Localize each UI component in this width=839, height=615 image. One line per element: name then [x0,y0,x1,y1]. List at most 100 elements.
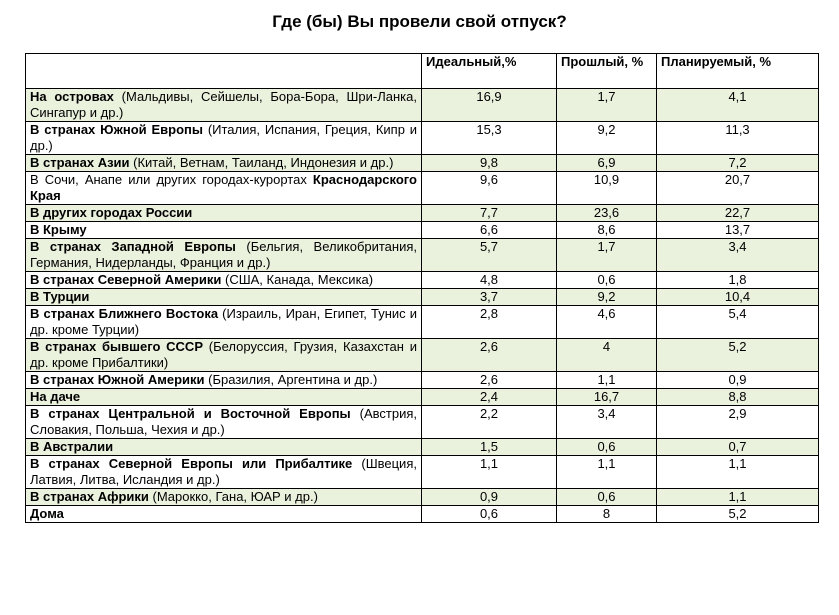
cell-past: 0,6 [556,488,657,506]
table-row: На островах (Мальдивы, Сейшелы, Бора-Бор… [25,88,819,122]
cell-past: 9,2 [556,121,657,155]
row-label-bold: В странах Северной Европы или Прибалтике [30,456,353,471]
table-body: На островах (Мальдивы, Сейшелы, Бора-Бор… [25,88,819,523]
row-label-detail: (Марокко, Гана, ЮАР и др.) [148,489,318,504]
table-row: В странах Северной Америки (США, Канада,… [25,271,819,289]
header-blank [25,53,422,89]
table-row: В Австралии 1,5 0,6 0,7 [25,438,819,456]
cell-past: 8 [556,505,657,523]
row-label: В странах Южной Европы (Италия, Испания,… [25,121,422,155]
row-label-detail: (Бельгия, Великобритания, Германия, Ниде… [30,239,418,270]
row-label-detail: (Мальдивы, Сейшелы, Бора-Бора, Шри-Ланка… [30,89,417,120]
table-row: В странах Центральной и Восточной Европы… [25,405,819,439]
cell-planned: 5,2 [656,338,819,372]
table-row: В других городах России 7,7 23,6 22,7 [25,204,819,222]
row-label-bold: В Австралии [30,439,114,454]
cell-ideal: 6,6 [421,221,557,239]
row-label: В Австралии [25,438,422,456]
row-label-bold: В странах Ближнего Востока [30,306,219,321]
row-label-bold: Краснодарского Края [30,172,417,203]
row-label-detail: (Италия, Испания, Греция, Кипр и др.) [30,122,418,153]
row-label-bold: В странах Западной Европы [30,239,236,254]
cell-past: 23,6 [556,204,657,222]
cell-past: 1,1 [556,455,657,489]
cell-ideal: 3,7 [421,288,557,306]
cell-ideal: 2,6 [421,338,557,372]
table-row: В Сочи, Анапе или других городах-курорта… [25,171,819,205]
row-label: В Сочи, Анапе или других городах-курорта… [25,171,422,205]
row-label-detail: (Белоруссия, Грузия, Казахстан и др. кро… [30,339,417,370]
row-label-bold: Дома [30,506,64,521]
row-label-bold: В странах Южной Европы [30,122,203,137]
table-row: На даче 2,4 16,7 8,8 [25,388,819,406]
row-label: В странах Центральной и Восточной Европы… [25,405,422,439]
row-label-bold: В Турции [30,289,90,304]
cell-planned: 1,8 [656,271,819,289]
cell-planned: 8,8 [656,388,819,406]
table-row: В странах Северной Европы или Прибалтике… [25,455,819,489]
table-row: Дома 0,6 8 5,2 [25,505,819,523]
row-label-detail: (Австрия, Словакия, Польша, Чехия и др.) [30,406,417,437]
table-row: В Турции 3,7 9,2 10,4 [25,288,819,306]
table-row: В странах Африки (Марокко, Гана, ЮАР и д… [25,488,819,506]
row-label: В странах Африки (Марокко, Гана, ЮАР и д… [25,488,422,506]
cell-past: 10,9 [556,171,657,205]
cell-planned: 2,9 [656,405,819,439]
row-label-bold: В других городах России [30,205,193,220]
cell-ideal: 2,6 [421,371,557,389]
header-row: Идеальный,% Прошлый, % Планируемый, % [25,53,819,89]
page-title: Где (бы) Вы провели свой отпуск? [272,12,567,31]
cell-planned: 0,7 [656,438,819,456]
row-label: В Крыму [25,221,422,239]
cell-planned: 5,4 [656,305,819,339]
cell-past: 8,6 [556,221,657,239]
cell-past: 6,9 [556,154,657,172]
row-label: На даче [25,388,422,406]
cell-ideal: 1,5 [421,438,557,456]
row-label-bold: В странах бывшего СССР [30,339,203,354]
cell-planned: 1,1 [656,488,819,506]
row-label: На островах (Мальдивы, Сейшелы, Бора-Бор… [25,88,422,122]
row-label: В странах Северной Америки (США, Канада,… [25,271,422,289]
row-label-detail: В Сочи, Анапе или других городах-курорта… [30,172,313,187]
cell-ideal: 0,9 [421,488,557,506]
row-label: В странах Азии (Китай, Ветнам, Таиланд, … [25,154,422,172]
table-row: В Крыму 6,6 8,6 13,7 [25,221,819,239]
table-row: В странах Западной Европы (Бельгия, Вели… [25,238,819,272]
cell-planned: 0,9 [656,371,819,389]
row-label-bold: На даче [30,389,81,404]
cell-ideal: 4,8 [421,271,557,289]
row-label-detail: (Швеция, Латвия, Литва, Исландия и др.) [30,456,417,487]
header-planned: Планируемый, % [656,53,819,89]
row-label-bold: В Крыму [30,222,87,237]
row-label-detail: (Израиль, Иран, Египет, Тунис и др. кром… [30,306,418,337]
row-label: В странах Ближнего Востока (Израиль, Ира… [25,305,422,339]
cell-ideal: 9,6 [421,171,557,205]
row-label-detail: (Бразилия, Аргентина и др.) [204,372,378,387]
cell-past: 0,6 [556,438,657,456]
row-label-bold: В странах Африки [30,489,149,504]
cell-past: 16,7 [556,388,657,406]
table-row: В странах Ближнего Востока (Израиль, Ира… [25,305,819,339]
cell-ideal: 9,8 [421,154,557,172]
cell-past: 1,7 [556,88,657,122]
cell-planned: 10,4 [656,288,819,306]
cell-past: 4 [556,338,657,372]
cell-ideal: 2,4 [421,388,557,406]
row-label: В странах Южной Америки (Бразилия, Арген… [25,371,422,389]
cell-planned: 7,2 [656,154,819,172]
row-label: В Турции [25,288,422,306]
cell-past: 3,4 [556,405,657,439]
table-row: В странах Южной Европы (Италия, Испания,… [25,121,819,155]
cell-planned: 4,1 [656,88,819,122]
cell-planned: 1,1 [656,455,819,489]
cell-ideal: 5,7 [421,238,557,272]
vacation-table: Идеальный,% Прошлый, % Планируемый, % На… [25,53,819,523]
cell-planned: 20,7 [656,171,819,205]
row-label: В странах Западной Европы (Бельгия, Вели… [25,238,422,272]
cell-planned: 5,2 [656,505,819,523]
cell-ideal: 1,1 [421,455,557,489]
row-label-bold: В странах Центральной и Восточной Европы [30,406,351,421]
table-row: В странах бывшего СССР (Белоруссия, Груз… [25,338,819,372]
cell-past: 4,6 [556,305,657,339]
